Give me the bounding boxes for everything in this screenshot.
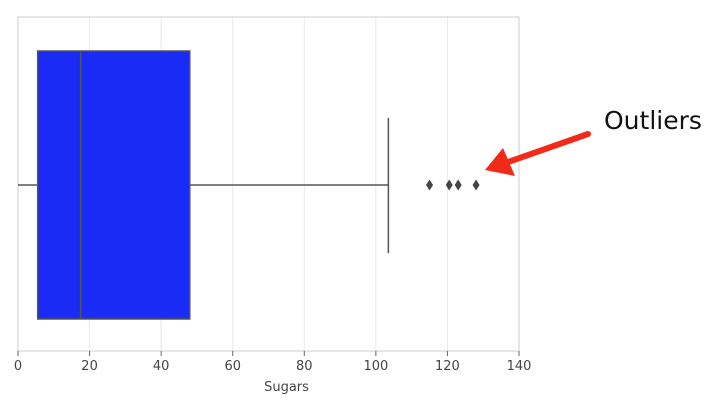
outlier-point-1	[445, 179, 453, 191]
outlier-layer	[426, 179, 480, 191]
outlier-point-0	[426, 179, 434, 191]
annotation-label: Outliers	[604, 106, 702, 135]
x-tick-label-120: 120	[435, 359, 460, 374]
x-tick-label-20: 20	[81, 359, 98, 374]
x-axis-ticks: 0 20 40 60 80 100 120 140	[14, 351, 532, 374]
x-tick-label-100: 100	[363, 359, 388, 374]
x-axis-title: Sugars	[264, 380, 309, 395]
x-tick-label-0: 0	[14, 359, 22, 374]
x-tick-label-80: 80	[296, 359, 313, 374]
outlier-point-2	[454, 179, 462, 191]
x-tick-label-60: 60	[224, 359, 241, 374]
outlier-point-3	[472, 179, 480, 191]
x-tick-label-140: 140	[507, 359, 532, 374]
annotation-arrow-head	[485, 148, 515, 176]
x-tick-label-40: 40	[153, 359, 170, 374]
annotation-arrow-line	[505, 131, 591, 165]
box-layer	[18, 50, 390, 320]
box-iqr	[36, 50, 191, 320]
annotation-layer: Outliers	[485, 106, 702, 176]
plot-frame	[17, 16, 520, 352]
